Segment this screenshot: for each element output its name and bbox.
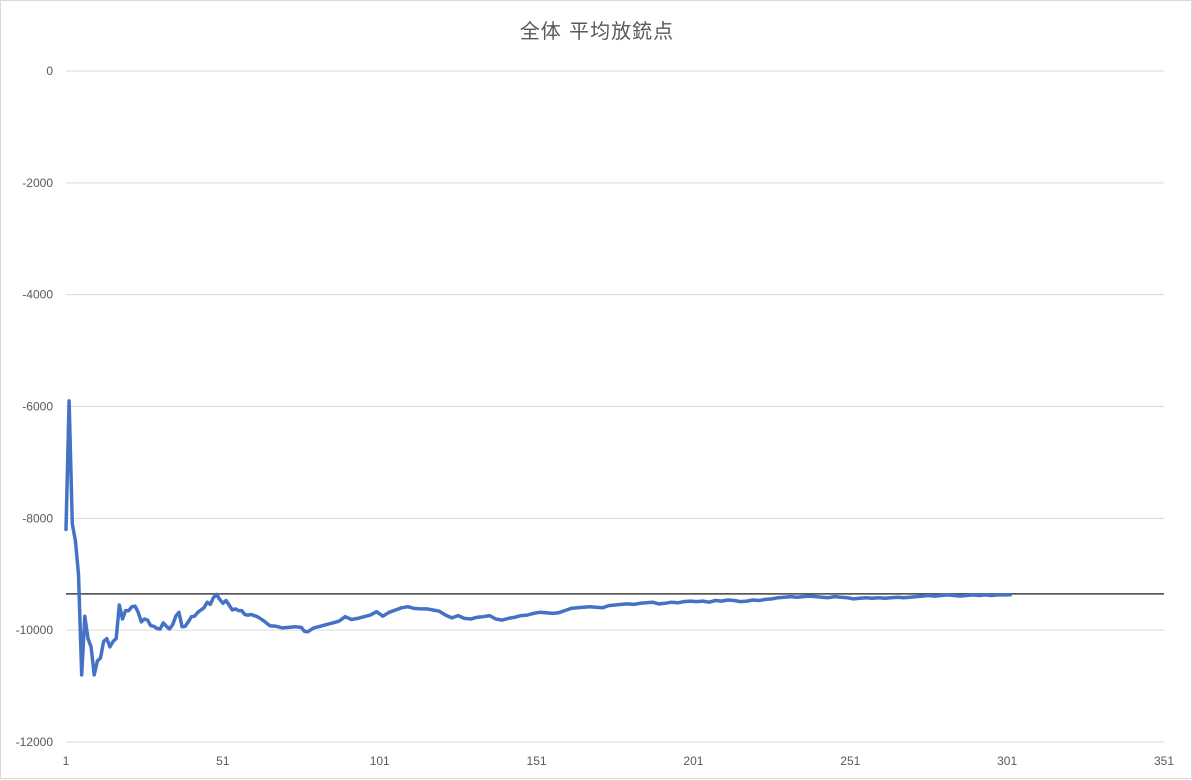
x-tick-label: 51 — [216, 754, 230, 768]
y-tick-label: -12000 — [16, 735, 54, 749]
x-tick-label: 151 — [527, 754, 547, 768]
x-tick-label: 251 — [840, 754, 860, 768]
chart-title: 全体 平均放銃点 — [519, 19, 675, 43]
y-tick-label: 0 — [46, 64, 53, 78]
x-tick-label: 1 — [63, 754, 70, 768]
series-line — [64, 399, 1013, 677]
y-tick-label: -4000 — [22, 288, 53, 302]
y-tick-label: -10000 — [16, 623, 54, 637]
y-tick-label: -8000 — [22, 511, 53, 525]
x-tick-label: 201 — [683, 754, 703, 768]
x-tick-label: 301 — [997, 754, 1017, 768]
y-tick-label: -6000 — [22, 400, 53, 414]
x-tick-label: 101 — [370, 754, 390, 768]
y-tick-label: -2000 — [22, 176, 53, 190]
x-tick-label: 351 — [1154, 754, 1174, 768]
